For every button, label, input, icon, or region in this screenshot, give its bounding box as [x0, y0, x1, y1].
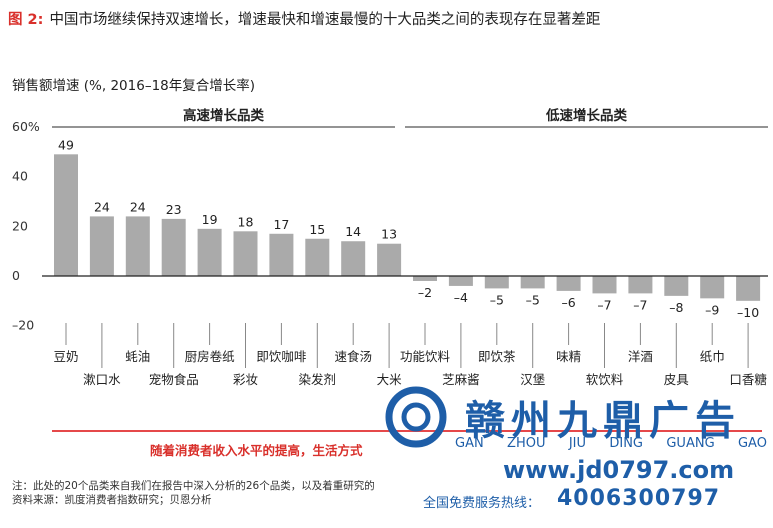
category-label: 皮具	[664, 372, 690, 387]
category-label: 口香糖	[729, 372, 767, 387]
value-label: –8	[669, 300, 683, 315]
watermark-brand: 赣州九鼎广告	[465, 398, 741, 444]
bar	[413, 276, 437, 281]
pinyin-syllable: DING	[609, 436, 644, 451]
category-label: 宠物食品	[149, 372, 199, 387]
bar	[377, 243, 402, 276]
bar	[484, 276, 509, 289]
category-label: 芝麻酱	[442, 372, 480, 387]
footnote: 注：此处的20个品类来自我们在报告中深入分析的26个品类，以及着重研究的	[12, 480, 375, 492]
group-title: 低速增长品类	[545, 107, 627, 124]
source-note: 资料来源：凯度消费者指数研究；贝恩分析	[12, 494, 212, 506]
bar	[664, 276, 689, 296]
bar	[305, 238, 330, 276]
bar	[736, 276, 761, 301]
bar	[233, 231, 258, 276]
value-label: –5	[526, 292, 540, 307]
category-label: 速食汤	[334, 349, 372, 364]
pinyin-syllable: JIU	[568, 436, 587, 451]
value-label: 24	[130, 199, 146, 214]
value-label: –4	[454, 290, 468, 305]
value-label: –2	[418, 285, 432, 300]
watermark-pinyin: GAN ZHOU JIU DING GUANG GAO	[455, 436, 767, 451]
watermark-logo-icon	[385, 386, 447, 448]
category-label: 大米	[377, 372, 403, 387]
value-label: 14	[345, 224, 361, 239]
bar	[161, 218, 186, 276]
category-label: 即饮茶	[478, 349, 516, 364]
figure-label: 图 2:	[8, 12, 44, 28]
bar	[269, 233, 294, 276]
value-label: –7	[633, 297, 647, 312]
value-label: –10	[737, 305, 759, 320]
category-label: 厨房卷纸	[185, 349, 236, 364]
category-label: 漱口水	[83, 372, 121, 387]
figure-title-text: 中国市场继续保持双速增长，增速最快和增速最慢的十大品类之间的表现存在显著差距	[49, 12, 601, 28]
watermark: 赣州九鼎广告 GAN ZHOU JIU DING GUANG GAO www.j…	[385, 382, 770, 528]
y-tick-label: –20	[12, 318, 34, 333]
value-label: 15	[309, 222, 325, 237]
bar	[197, 228, 222, 276]
watermark-hotline-label: 全国免费服务热线：	[423, 496, 541, 511]
value-label: 49	[58, 137, 74, 152]
value-label: –7	[597, 297, 611, 312]
watermark-phone: 4006300797	[557, 486, 721, 511]
chart-caption: 随着消费者收入水平的提高，生活方式	[150, 443, 363, 458]
category-label: 蚝油	[125, 349, 150, 364]
bar	[520, 276, 545, 289]
bar	[592, 276, 617, 294]
value-label: 17	[273, 217, 289, 232]
bar	[54, 154, 78, 276]
y-tick-label: 20	[12, 218, 28, 233]
bar	[628, 276, 653, 294]
category-label: 汉堡	[520, 372, 546, 387]
category-label: 彩妆	[233, 372, 258, 387]
bar	[125, 216, 150, 276]
pinyin-syllable: GUANG	[666, 436, 715, 451]
bar	[700, 276, 725, 299]
value-label: –6	[561, 295, 575, 310]
y-tick-label: 0	[12, 268, 20, 283]
value-label: 23	[166, 202, 182, 217]
category-label: 洋酒	[628, 349, 653, 364]
value-label: –9	[705, 302, 719, 317]
watermark-url: www.jd0797.com	[503, 456, 735, 484]
category-label: 即饮咖啡	[256, 349, 307, 364]
bar	[89, 216, 114, 276]
value-label: 18	[238, 214, 254, 229]
category-label: 味精	[556, 349, 581, 364]
category-label: 功能饮料	[400, 349, 451, 364]
y-axis-label: 销售额增速 (%, 2016–18年复合增长率)	[12, 78, 256, 94]
pinyin-syllable: ZHOU	[507, 436, 546, 451]
y-tick-label: 60%	[12, 119, 40, 134]
bar-chart: 60% 40 20 0 –20 高速增长品类 低速增长品类 49 24 24 23 19 18 17 15 1…	[12, 107, 768, 387]
group-title: 高速增长品类	[183, 107, 264, 124]
figure-title: 图 2: 中国市场继续保持双速增长，增速最快和增速最慢的十大品类之间的表现存在显著…	[8, 8, 600, 29]
value-label: –5	[490, 292, 504, 307]
bar	[448, 276, 473, 286]
bar	[556, 276, 581, 291]
pinyin-syllable: GAO	[737, 436, 767, 451]
category-label: 豆奶	[53, 349, 78, 364]
value-label: 19	[202, 212, 218, 227]
category-label: 纸巾	[700, 349, 725, 364]
y-tick-label: 40	[12, 169, 28, 184]
caption-divider	[52, 430, 762, 432]
value-label: 13	[381, 227, 397, 242]
category-label: 软饮料	[586, 372, 624, 387]
category-label: 染发剂	[299, 372, 337, 387]
value-label: 24	[94, 199, 110, 214]
bar	[341, 241, 366, 276]
pinyin-syllable: GAN	[455, 436, 484, 451]
